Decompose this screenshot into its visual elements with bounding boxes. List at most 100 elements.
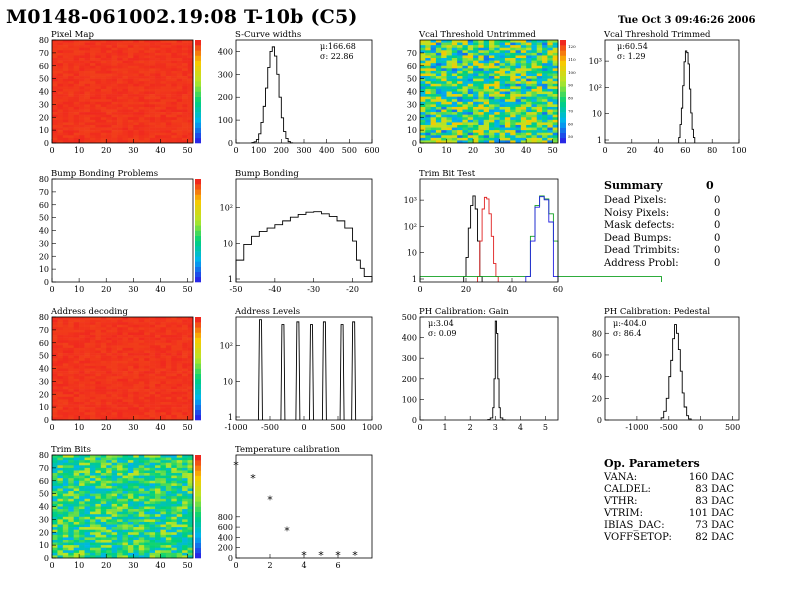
heat-cell (133, 78, 140, 82)
heat-cell (176, 119, 183, 123)
heat-cell (138, 112, 145, 115)
heat-cell (138, 319, 145, 323)
heat-cell (133, 73, 140, 77)
heat-cell (165, 86, 172, 90)
heat-cell (149, 353, 156, 356)
heat-cell (73, 524, 80, 528)
heat-cell (462, 124, 469, 128)
heat-cell (62, 60, 69, 64)
heat-cell (187, 60, 194, 64)
heat-cell (106, 503, 112, 507)
heat-cell (95, 394, 102, 398)
palette-label: 110 (568, 57, 576, 62)
heat-cell (473, 78, 479, 82)
heat-cell (489, 96, 495, 100)
heat-cell (187, 389, 194, 392)
heat-cell (144, 547, 150, 551)
heat-cell (84, 47, 91, 51)
heat-cell (106, 467, 112, 471)
heat-cell (446, 124, 453, 128)
heat-cell (144, 345, 150, 349)
heat-cell (79, 457, 85, 461)
heat-cell (510, 65, 516, 69)
heat-cell (73, 511, 80, 515)
heat-cell (526, 88, 532, 92)
heat-cell (187, 94, 194, 97)
heat-cell (138, 55, 145, 59)
heat-cell (494, 47, 500, 51)
heat-cell (182, 524, 188, 528)
heat-cell (446, 127, 453, 131)
heat-cell (182, 101, 188, 105)
heat-cell (531, 50, 538, 54)
heat-cell (79, 70, 85, 74)
heat-cell (182, 547, 188, 551)
heat-cell (171, 519, 178, 523)
palette-swatch (195, 266, 201, 272)
palette-swatch (195, 276, 201, 283)
x-tick-label: 50 (548, 146, 558, 155)
heat-cell (122, 65, 129, 69)
heat-cell (451, 114, 458, 118)
heat-cell (111, 521, 118, 525)
heat-cell (95, 381, 102, 385)
heat-cell (160, 83, 167, 87)
heat-cell (171, 335, 178, 338)
palette-swatch (195, 521, 201, 528)
heat-cell (122, 488, 129, 492)
heat-cell (155, 527, 161, 530)
level-peak (295, 321, 301, 421)
heat-cell (106, 371, 112, 374)
heat-cell (552, 52, 559, 56)
heat-cell (89, 117, 96, 121)
heat-cell (57, 391, 64, 395)
heat-cell (187, 81, 194, 85)
heat-cell (165, 378, 172, 382)
heat-cell (57, 524, 64, 528)
heat-cell (467, 83, 474, 87)
heat-cell (68, 391, 74, 395)
heat-cell (106, 358, 112, 362)
heat-cell (73, 94, 80, 97)
heat-cell (420, 112, 426, 115)
heat-cell (187, 473, 194, 476)
heat-cell (187, 455, 194, 458)
heat-cell (526, 94, 532, 97)
heat-cell (106, 545, 112, 548)
heat-cell (457, 137, 463, 141)
heat-cell (155, 467, 161, 471)
heat-cell (451, 124, 458, 128)
palette-swatch (195, 389, 201, 395)
heat-cell (187, 86, 194, 90)
heat-cell (171, 112, 178, 115)
heat-cell (106, 509, 112, 512)
heat-cell (542, 68, 548, 72)
heat-cell (182, 488, 188, 492)
heat-cell (165, 547, 172, 551)
heat-cell (176, 124, 183, 128)
heat-cell (122, 88, 129, 92)
heat-cell (95, 76, 102, 79)
heat-cell (111, 545, 118, 548)
heat-cell (68, 412, 74, 416)
heat-cell (127, 399, 134, 403)
heat-cell (515, 45, 522, 49)
heat-cell (160, 555, 167, 559)
heat-cell (89, 112, 96, 115)
heat-cell (52, 135, 58, 139)
heat-cell (111, 516, 118, 520)
heat-cell (155, 68, 161, 72)
heat-cell (84, 119, 91, 123)
heat-cell (473, 58, 479, 61)
heat-cell (160, 506, 167, 510)
heat-cell (171, 119, 178, 123)
heat-cell (68, 358, 74, 362)
heat-cell (187, 63, 194, 67)
heat-cell (111, 465, 118, 469)
heat-cell (467, 99, 474, 103)
heat-cell (462, 104, 469, 108)
heat-cell (149, 50, 156, 54)
heat-cell (52, 496, 58, 500)
heat-cell (182, 527, 188, 530)
heat-cell (542, 127, 548, 131)
